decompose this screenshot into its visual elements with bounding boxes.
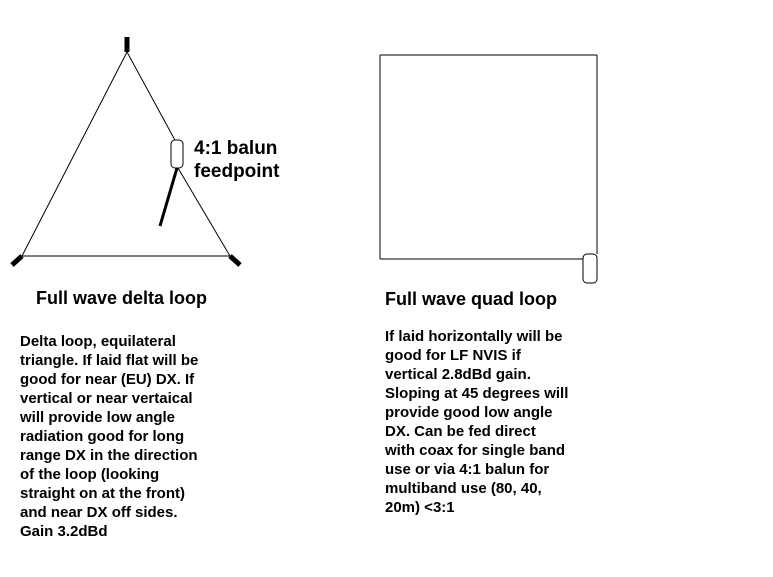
delta-left-insulator <box>10 254 24 267</box>
description-line: use or via 4:1 balun for <box>385 461 550 478</box>
delta-loop-description: Delta loop, equilateral triangle. If laid… <box>20 332 198 541</box>
description-line: Gain 3.2dBd <box>20 523 108 540</box>
delta-loop-right-side-lower <box>177 167 231 257</box>
delta-loop-drawing <box>10 37 242 267</box>
quad-loop-title: Full wave quad loop <box>385 289 558 309</box>
description-line: radiation good for long <box>20 428 185 445</box>
delta-right-insulator <box>228 254 242 267</box>
balun-label-line1: 4:1 balun <box>194 138 278 159</box>
description-line: multiband use (80, 40, <box>385 480 542 497</box>
description-line: Delta loop, equilateral <box>20 333 176 350</box>
description-line: vertical or near vertaical <box>20 390 193 407</box>
delta-balun-icon <box>170 139 184 169</box>
description-line: and near DX off sides. <box>20 504 178 521</box>
description-line: vertical 2.8dBd gain. <box>385 366 531 383</box>
description-line: provide good low angle <box>385 404 553 421</box>
description-line: good for near (EU) DX. If <box>20 371 195 388</box>
delta-feedline <box>158 167 179 227</box>
description-line: straight on at the front) <box>20 485 185 502</box>
balun-feedpoint-label: 4:1 balun feedpoint <box>194 137 280 183</box>
description-line: good for LF NVIS if <box>385 347 521 364</box>
delta-loop-right-side-upper <box>126 51 177 143</box>
description-line: with coax for single band <box>385 442 566 459</box>
description-line: range DX in the direction <box>20 447 198 464</box>
description-line: If laid horizontally will be <box>385 328 563 345</box>
description-line: will provide low angle <box>20 409 176 426</box>
description-line: Sloping at 45 degrees will <box>385 385 569 402</box>
quad-loop-description: If laid horizontally will be good for LF … <box>385 327 568 517</box>
description-line: triangle. If laid flat will be <box>20 352 199 369</box>
balun-label-line2: feedpoint <box>194 161 280 182</box>
description-line: of the loop (looking <box>20 466 160 483</box>
quad-balun-icon <box>582 253 598 284</box>
delta-loop-left-side <box>21 51 128 257</box>
description-line: 20m) <3:1 <box>385 499 455 516</box>
description-line: DX. Can be fed direct <box>385 423 536 440</box>
quad-loop-drawing <box>379 54 598 284</box>
delta-loop-title: Full wave delta loop <box>36 288 208 308</box>
